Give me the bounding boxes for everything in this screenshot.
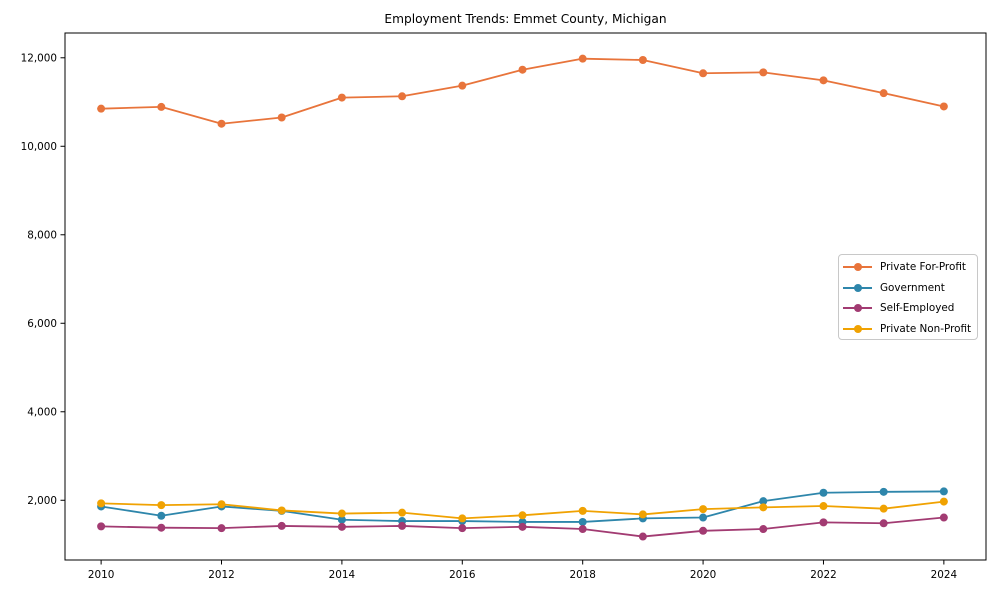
- series-point-private-non-profit: [337, 509, 346, 518]
- x-axis-tick-label: 2022: [810, 569, 836, 581]
- legend-item-private-non-profit: Private Non-Profit: [843, 319, 977, 340]
- x-axis-tick-label: 2020: [690, 569, 716, 581]
- series-point-private-non-profit: [819, 502, 828, 511]
- series-point-private-for-profit: [337, 93, 346, 102]
- series-point-private-for-profit: [819, 76, 828, 85]
- series-point-private-for-profit: [578, 54, 587, 63]
- series-point-government: [157, 511, 166, 520]
- series-point-private-non-profit: [638, 510, 647, 519]
- series-point-self-employed: [217, 524, 226, 533]
- series-point-private-non-profit: [939, 497, 948, 506]
- series-point-self-employed: [157, 523, 166, 532]
- series-point-self-employed: [819, 518, 828, 527]
- series-point-government: [337, 515, 346, 524]
- line-circle-marker-icon: [843, 262, 872, 272]
- x-axis-tick-label: 2016: [449, 569, 475, 581]
- line-circle-marker-icon: [843, 324, 872, 334]
- y-axis-tick-label: 2,000: [27, 495, 57, 507]
- series-point-self-employed: [518, 522, 527, 531]
- x-axis-tick-label: 2014: [329, 569, 356, 581]
- x-axis-tick-label: 2010: [88, 569, 114, 581]
- series-point-private-for-profit: [518, 65, 527, 74]
- series-point-self-employed: [939, 513, 948, 522]
- series-point-private-for-profit: [879, 89, 888, 98]
- legend-label: Self-Employed: [880, 302, 955, 315]
- x-axis-tick-label: 2024: [931, 569, 958, 581]
- series-point-government: [578, 517, 587, 526]
- series-point-government: [699, 513, 708, 522]
- y-axis-tick-label: 8,000: [27, 229, 57, 241]
- series-point-private-non-profit: [518, 511, 527, 520]
- series-point-self-employed: [337, 522, 346, 531]
- legend-item-government: Government: [843, 278, 977, 299]
- series-point-private-non-profit: [759, 503, 768, 512]
- series-point-private-non-profit: [699, 505, 708, 514]
- series-point-private-non-profit: [97, 499, 106, 508]
- legend-item-private-for-profit: Private For-Profit: [843, 257, 977, 278]
- series-point-private-non-profit: [578, 506, 587, 515]
- x-axis-tick-label: 2012: [208, 569, 234, 581]
- series-point-private-for-profit: [157, 102, 166, 111]
- series-point-government: [759, 497, 768, 506]
- series-point-self-employed: [879, 519, 888, 528]
- series-point-private-non-profit: [217, 500, 226, 509]
- series-point-private-non-profit: [277, 506, 286, 515]
- series-point-private-for-profit: [699, 69, 708, 78]
- y-axis-tick-label: 4,000: [27, 406, 57, 418]
- series-point-private-for-profit: [277, 113, 286, 122]
- series-point-self-employed: [458, 524, 467, 533]
- series-point-private-for-profit: [458, 81, 467, 90]
- series-point-private-for-profit: [217, 119, 226, 128]
- series-point-self-employed: [97, 522, 106, 531]
- series-point-self-employed: [759, 525, 768, 534]
- series-point-self-employed: [578, 525, 587, 534]
- series-point-self-employed: [398, 521, 407, 530]
- series-point-government: [879, 487, 888, 496]
- series-point-private-for-profit: [398, 92, 407, 101]
- series-point-government: [819, 488, 828, 497]
- series-point-self-employed: [277, 521, 286, 530]
- legend-label: Private For-Profit: [880, 261, 966, 274]
- series-point-private-non-profit: [157, 501, 166, 510]
- series-point-private-for-profit: [759, 68, 768, 77]
- y-axis-tick-label: 10,000: [21, 141, 57, 153]
- line-circle-marker-icon: [843, 283, 872, 293]
- legend-item-self-employed: Self-Employed: [843, 298, 977, 319]
- series-point-private-non-profit: [879, 504, 888, 513]
- series-point-government: [939, 487, 948, 496]
- series-point-private-for-profit: [97, 104, 106, 113]
- x-axis-tick-label: 2018: [569, 569, 595, 581]
- series-point-self-employed: [638, 532, 647, 541]
- series-point-private-for-profit: [939, 102, 948, 111]
- legend-label: Private Non-Profit: [880, 322, 972, 335]
- legend: Private For-Profit Government Self-Emplo…: [838, 254, 978, 340]
- series-point-self-employed: [699, 526, 708, 535]
- series-point-private-non-profit: [398, 508, 407, 517]
- chart-title: Employment Trends: Emmet County, Michiga…: [384, 12, 667, 26]
- line-circle-marker-icon: [843, 303, 872, 313]
- series-point-private-non-profit: [458, 514, 467, 523]
- y-axis-tick-label: 6,000: [27, 318, 57, 330]
- y-axis-tick-label: 12,000: [21, 52, 57, 64]
- plot-border: [64, 32, 987, 561]
- series-point-private-for-profit: [638, 55, 647, 64]
- legend-label: Government: [880, 281, 945, 294]
